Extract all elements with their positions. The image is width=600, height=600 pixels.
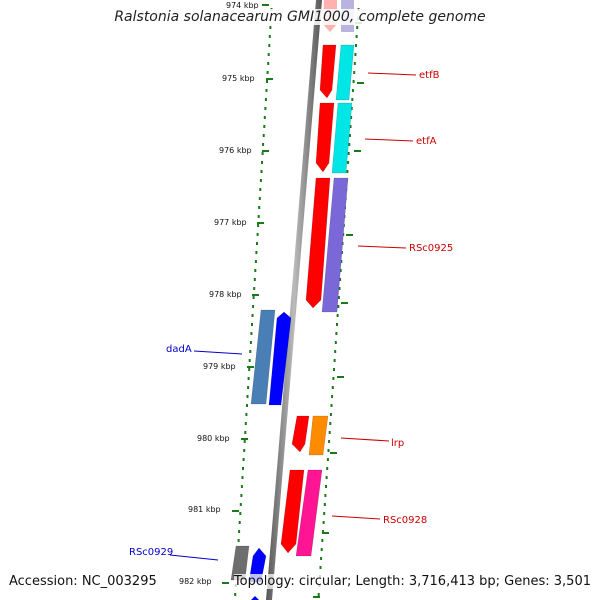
gene-rsc0925-inner[interactable] <box>305 177 331 309</box>
svg-text:dadA: dadA <box>166 344 192 355</box>
right-tick-3 <box>341 302 348 304</box>
gene-lrp-outer[interactable] <box>308 415 329 456</box>
tick-label-977: 977 kbp <box>214 218 247 227</box>
gene-label-lrp[interactable]: lrp <box>340 437 404 449</box>
tick-label-979: 979 kbp <box>203 362 236 371</box>
axis-tick-6 <box>241 438 248 440</box>
gene-etfa-inner[interactable] <box>315 102 335 173</box>
right-tick-2 <box>346 234 353 236</box>
gene-rsc0928-outer[interactable] <box>295 469 323 557</box>
axis-tick-0 <box>262 4 269 6</box>
svg-text:lrp: lrp <box>391 438 404 449</box>
gene-label-etfA[interactable]: etfA <box>364 136 437 147</box>
tick-label-976: 976 kbp <box>219 146 252 155</box>
axis-tick-7 <box>232 510 239 512</box>
axis-tick-8 <box>222 582 229 584</box>
tick-label-981: 981 kbp <box>188 505 221 514</box>
svg-text:etfB: etfB <box>419 70 440 81</box>
axis-tick-3 <box>257 222 264 224</box>
svg-text:RSc0929: RSc0929 <box>129 547 173 558</box>
axis-tick-4 <box>252 294 259 296</box>
gene-label-RSc0928[interactable]: RSc0928 <box>331 515 427 526</box>
gene-partial-bottom[interactable] <box>251 596 259 600</box>
svg-text:etfA: etfA <box>416 136 437 147</box>
genome-summary-text: Topology: circular; Length: 3,716,413 bp… <box>233 574 591 589</box>
outer-tick-ring <box>317 8 360 596</box>
gene-etfb-inner[interactable] <box>319 44 337 99</box>
backbone-strand <box>266 0 322 600</box>
right-tick-5 <box>330 452 337 454</box>
right-tick-4 <box>337 376 344 378</box>
tick-label-978: 978 kbp <box>209 290 242 299</box>
right-tick-1 <box>354 150 361 152</box>
tick-label-974: 974 kbp <box>226 1 259 10</box>
right-tick-6 <box>322 532 329 534</box>
tick-label-980: 980 kbp <box>197 434 230 443</box>
gene-label-RSc0925[interactable]: RSc0925 <box>357 243 453 254</box>
axis-tick-5 <box>247 366 254 368</box>
gene-rsc0928-inner[interactable] <box>280 469 305 554</box>
gene-lrp-inner[interactable] <box>291 415 310 453</box>
tick-label-975: 975 kbp <box>222 74 255 83</box>
position-axis: 974 kbp 975 kbp 976 kbp 977 kbp 978 kbp … <box>179 1 259 586</box>
axis-tick-1 <box>266 78 273 80</box>
gene-etfb-outer[interactable] <box>335 44 355 101</box>
gene-label-dadA[interactable]: dadA <box>166 344 243 355</box>
svg-text:RSc0928: RSc0928 <box>383 515 427 526</box>
gene-label-etfB[interactable]: etfB <box>367 70 440 81</box>
gene-etfa-outer[interactable] <box>331 102 353 174</box>
accession-text: Accession: NC_003295 <box>9 574 157 589</box>
svg-text:RSc0925: RSc0925 <box>409 243 453 254</box>
gene-dada-inner[interactable] <box>268 311 292 406</box>
gene-rsc0925-outer[interactable] <box>321 177 349 313</box>
map-title: Ralstonia solanacearum GMI1000, complete… <box>0 9 600 25</box>
inner-tick-ring <box>234 8 273 596</box>
axis-tick-marks <box>222 4 364 598</box>
tick-label-982: 982 kbp <box>179 577 212 586</box>
gene-label-RSc0929[interactable]: RSc0929 <box>129 547 219 561</box>
axis-tick-2 <box>262 150 269 152</box>
right-tick-7 <box>313 596 320 598</box>
gene-track[interactable] <box>230 44 355 600</box>
gene-dada-outer[interactable] <box>250 309 276 405</box>
right-tick-0 <box>357 82 364 84</box>
